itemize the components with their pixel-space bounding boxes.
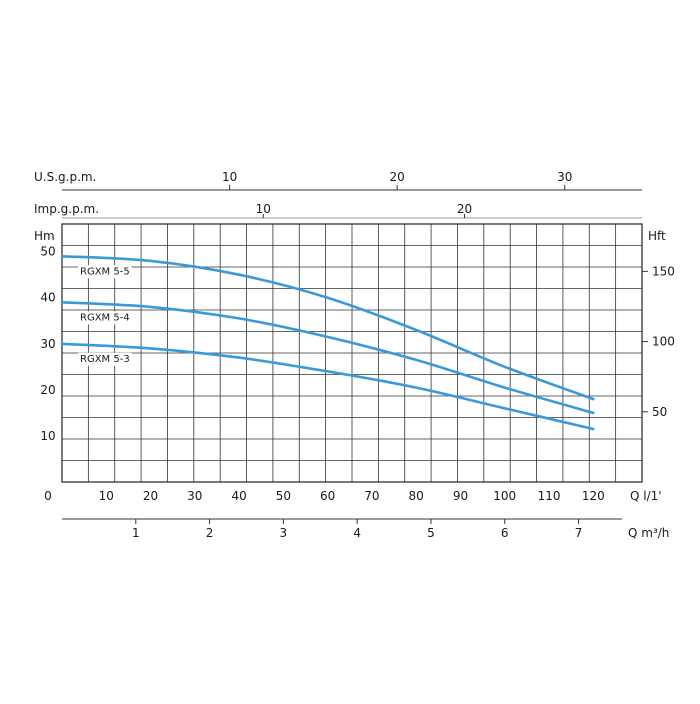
y2-tick-label: 100 xyxy=(652,335,675,349)
series-line-3 xyxy=(60,342,595,431)
x-tick-label: 70 xyxy=(364,489,379,503)
x-tick-label: 20 xyxy=(143,489,158,503)
q-m3h-unit-label: Q m³/h xyxy=(628,526,669,540)
usgpm-tick-label: 20 xyxy=(390,170,405,184)
y-tick-label: 20 xyxy=(40,383,55,397)
x-tick-label: 30 xyxy=(187,489,202,503)
y-tick-label: 10 xyxy=(40,429,55,443)
grid xyxy=(61,223,643,483)
y2-axis-unit-label: Hft xyxy=(648,229,666,243)
x-tick-label: 40 xyxy=(231,489,246,503)
y2-tick-label: 150 xyxy=(652,264,675,278)
x-tick-label: 80 xyxy=(409,489,424,503)
q-m3h-tick-label: 6 xyxy=(501,526,509,540)
y2-tick-label: 50 xyxy=(652,405,667,419)
y-tick-label: 30 xyxy=(40,337,55,351)
x-tick-label: 90 xyxy=(453,489,468,503)
plot-frame xyxy=(61,223,643,483)
y-tick-label: 0 xyxy=(44,489,52,503)
series-label-background xyxy=(78,265,132,279)
y-tick-label: 50 xyxy=(40,245,55,259)
q-m3h-tick-label: 2 xyxy=(206,526,214,540)
x-tick-label: 120 xyxy=(582,489,605,503)
x-tick-label: 50 xyxy=(276,489,291,503)
q-m3h-tick-label: 3 xyxy=(280,526,288,540)
x-axis-unit-label: Q l/1' xyxy=(630,489,662,503)
labels: U.S.g.p.m. Imp.g.p.m. 10 20 30 10 20 Hm 0 10 20 30 4… xyxy=(34,170,675,540)
x-tick-label: 110 xyxy=(538,489,561,503)
q-m3h-tick-label: 7 xyxy=(575,526,583,540)
y-tick-label: 40 xyxy=(40,291,55,305)
x-tick-label: 100 xyxy=(493,489,516,503)
series-label-1: RGXM 5-5 xyxy=(80,266,130,277)
x-tick-label: 10 xyxy=(99,489,114,503)
q-m3h-tick-label: 1 xyxy=(132,526,140,540)
series-label-2: RGXM 5-4 xyxy=(80,312,130,323)
series-line-1 xyxy=(60,255,595,401)
usgpm-tick-label: 30 xyxy=(557,170,572,184)
impgpm-tick-label: 20 xyxy=(457,202,472,216)
impgpm-tick-label: 10 xyxy=(256,202,271,216)
series-line-2 xyxy=(60,301,595,415)
impgpm-unit-label: Imp.g.p.m. xyxy=(34,202,99,216)
series-label-background xyxy=(78,352,132,366)
axes xyxy=(62,185,648,524)
x-tick-label: 60 xyxy=(320,489,335,503)
usgpm-unit-label: U.S.g.p.m. xyxy=(34,170,96,184)
q-m3h-tick-label: 4 xyxy=(353,526,361,540)
series-label-3: RGXM 5-3 xyxy=(80,354,130,365)
y-axis-unit-label: Hm xyxy=(34,229,55,243)
series-lines xyxy=(60,255,595,431)
usgpm-tick-label: 10 xyxy=(222,170,237,184)
series-label-background xyxy=(78,311,132,325)
q-m3h-tick-label: 5 xyxy=(427,526,435,540)
